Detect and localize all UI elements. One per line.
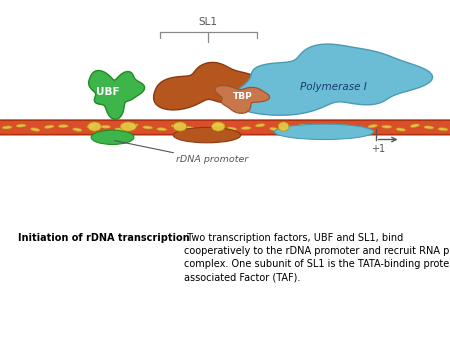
Ellipse shape xyxy=(241,127,251,129)
Ellipse shape xyxy=(284,126,293,129)
Ellipse shape xyxy=(297,124,307,127)
Ellipse shape xyxy=(173,122,187,131)
Text: Two transcription factors, UBF and SL1, bind
cooperatively to the rDNA promoter : Two transcription factors, UBF and SL1, … xyxy=(184,233,450,283)
Ellipse shape xyxy=(212,122,225,131)
Ellipse shape xyxy=(171,124,180,127)
Ellipse shape xyxy=(2,126,12,129)
Polygon shape xyxy=(232,44,432,115)
Ellipse shape xyxy=(438,128,448,131)
Polygon shape xyxy=(153,63,261,110)
Polygon shape xyxy=(215,86,270,113)
Text: Initiation of rDNA transcription: Initiation of rDNA transcription xyxy=(18,233,189,243)
Text: SL1: SL1 xyxy=(198,18,218,27)
Ellipse shape xyxy=(213,124,223,127)
Ellipse shape xyxy=(424,126,434,129)
Ellipse shape xyxy=(120,122,136,131)
Ellipse shape xyxy=(340,125,350,127)
Ellipse shape xyxy=(270,127,279,131)
Text: TBP: TBP xyxy=(233,92,253,100)
Ellipse shape xyxy=(368,124,377,128)
Ellipse shape xyxy=(326,125,335,128)
Ellipse shape xyxy=(185,126,194,130)
Ellipse shape xyxy=(16,124,26,127)
FancyBboxPatch shape xyxy=(0,120,450,135)
Ellipse shape xyxy=(91,130,134,144)
Text: rDNA promoter: rDNA promoter xyxy=(176,155,248,164)
Polygon shape xyxy=(89,71,144,119)
Ellipse shape xyxy=(129,124,138,127)
Ellipse shape xyxy=(382,125,392,128)
Ellipse shape xyxy=(73,128,82,131)
Ellipse shape xyxy=(410,124,419,127)
Ellipse shape xyxy=(115,128,124,131)
Ellipse shape xyxy=(87,124,96,128)
Ellipse shape xyxy=(199,127,209,130)
Ellipse shape xyxy=(31,128,40,131)
Ellipse shape xyxy=(256,124,265,127)
Text: +1: +1 xyxy=(371,144,385,154)
Text: Polymerase I: Polymerase I xyxy=(300,82,366,92)
Ellipse shape xyxy=(278,122,289,131)
Ellipse shape xyxy=(45,125,54,128)
Ellipse shape xyxy=(274,124,374,140)
Ellipse shape xyxy=(396,128,405,131)
Ellipse shape xyxy=(143,126,153,129)
Ellipse shape xyxy=(312,128,321,131)
Ellipse shape xyxy=(157,128,166,131)
Ellipse shape xyxy=(58,125,68,127)
Ellipse shape xyxy=(88,122,101,131)
Ellipse shape xyxy=(100,125,110,128)
Ellipse shape xyxy=(227,127,237,130)
Ellipse shape xyxy=(173,127,241,143)
Text: UBF: UBF xyxy=(96,87,120,97)
Ellipse shape xyxy=(354,128,363,131)
